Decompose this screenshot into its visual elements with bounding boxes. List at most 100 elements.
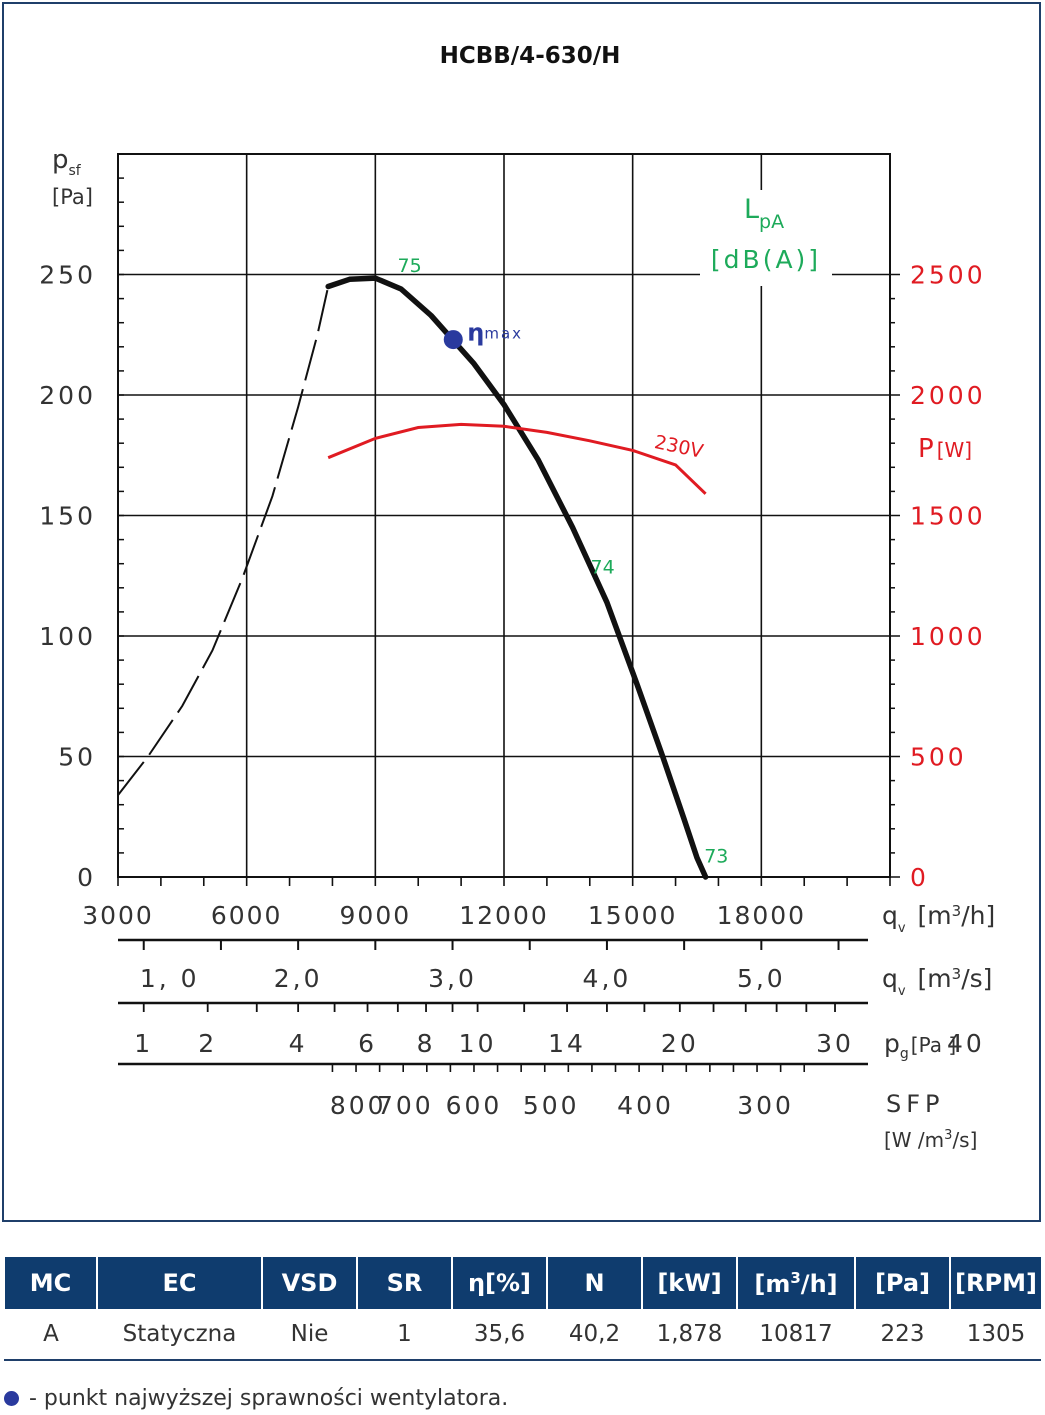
x-tick-label-m3h: 15000 (588, 901, 678, 930)
x-tick-label-m3h: 3000 (82, 901, 154, 930)
cell-n: 40,2 (546, 1309, 642, 1361)
x-axis-label-sfp: SFP (886, 1090, 945, 1118)
y-tick-label: 250 (39, 261, 96, 290)
efficiency-max-label-sub: max (484, 325, 523, 343)
x-tick-label-sfp: 500 (523, 1091, 580, 1120)
x-tick-label-pg: 1 (134, 1029, 153, 1058)
noise-label-sub: pA (759, 211, 784, 233)
noise-annotation: 75 (398, 255, 422, 277)
y-axis-label-main: p (52, 145, 69, 175)
x-tick-label-m3s: 4,0 (583, 964, 632, 993)
x-axis-label-m3s-main: q (882, 964, 898, 993)
power-tick-label: 0 (910, 863, 929, 892)
noise-label: LpA (744, 194, 784, 233)
y-tick-label: 100 (39, 622, 96, 651)
x-tick-label-sfp: 700 (377, 1091, 434, 1120)
x-axis-label-pg-sub: g (900, 1046, 909, 1062)
y-tick-label: 200 (39, 381, 96, 410)
header-m3h-post: /h] (800, 1269, 838, 1298)
x-tick-label-m3h: 9000 (340, 901, 412, 930)
x-axis-unit-sfp-post: /s] (952, 1128, 977, 1152)
power-tick-label: 1000 (910, 622, 986, 651)
x-axis-unit-sfp-pre: [W /m (884, 1128, 944, 1152)
x-axis-label-m3h: qv [m3/h] (882, 901, 995, 936)
header-mc: MC (5, 1257, 97, 1309)
x-axis-label-m3h-unit: [m (910, 901, 952, 930)
header-sr: SR (356, 1257, 452, 1309)
x-axis-label-m3s-unit: [m (910, 964, 952, 993)
cell-ec: Statyczna (96, 1309, 262, 1361)
noise-annotation: 73 (704, 846, 728, 868)
table-row: A Statyczna Nie 1 35,6 40,2 1,878 10817 … (4, 1309, 1041, 1361)
x-axis-label-m3s-post: /s] (961, 964, 992, 993)
cell-m3h: 10817 (736, 1309, 855, 1361)
x-axis-label-pg: pg [Pa ] (884, 1029, 956, 1062)
x-tick-label-sfp: 400 (617, 1091, 674, 1120)
x-axis-label-m3h-sup: 3 (952, 902, 962, 920)
x-tick-label-m3s: 3,0 (428, 964, 477, 993)
x-tick-label-sfp: 300 (737, 1091, 794, 1120)
y-tick-label: 0 (77, 863, 96, 892)
x-tick-label-sfp: 600 (446, 1091, 503, 1120)
noise-annotation: 74 (591, 556, 615, 578)
x-tick-label-pg: 4 (289, 1029, 308, 1058)
cell-rpm: 1305 (949, 1309, 1041, 1361)
x-tick-label-m3s: 2,0 (274, 964, 323, 993)
noise-label-main: L (744, 194, 759, 225)
header-m3h: [m3/h] (736, 1257, 855, 1309)
header-vsd: VSD (261, 1257, 357, 1309)
x-axis-label-m3h-main: q (882, 901, 898, 930)
x-tick-label-m3h: 18000 (717, 901, 807, 930)
x-tick-label-pg: 14 (548, 1029, 586, 1058)
x-tick-label-pg: 2 (198, 1029, 217, 1058)
header-m3h-pre: [m (754, 1269, 791, 1298)
header-kw: [kW] (641, 1257, 737, 1309)
x-tick-label-m3s: 1, 0 (140, 964, 200, 993)
x-tick-label-pg: 8 (417, 1029, 436, 1058)
power-tick-label: 500 (910, 743, 967, 772)
header-eta: η[%] (451, 1257, 547, 1309)
x-axis-label-m3h-post: /h] (961, 901, 995, 930)
x-tick-label-pg: 6 (358, 1029, 377, 1058)
power-tick-label: 1500 (910, 502, 986, 531)
header-ec: EC (96, 1257, 262, 1309)
efficiency-max-label: ηmax (467, 319, 523, 347)
chart-frame (2, 2, 1041, 1222)
table-header-row: MC EC VSD SR η[%] N [kW] [m3/h] [Pa] [RP… (5, 1257, 1041, 1309)
x-axis-unit-sfp: [W /m3/s] (884, 1128, 977, 1152)
x-tick-label-m3h: 12000 (459, 901, 549, 930)
power-tick-label: 2000 (910, 381, 986, 410)
cell-sr: 1 (356, 1309, 452, 1361)
power-axis-label-unit: [W] (937, 438, 972, 462)
x-axis-label-m3s: qv [m3/s] (882, 964, 992, 999)
power-curve-230v (327, 422, 707, 495)
noise-label-background (700, 190, 832, 286)
x-tick-label-pg: 30 (816, 1029, 854, 1058)
footnote-text: - punkt najwyższej sprawności wentylator… (29, 1386, 509, 1411)
x-tick-label-sfp: 800 (330, 1091, 387, 1120)
chart-title: HCBB/4-630/H (440, 43, 621, 69)
footnote: - punkt najwyższej sprawności wentylator… (4, 1386, 508, 1411)
x-tick-label-pg: 20 (661, 1029, 699, 1058)
x-axis-label-pg-main: p (884, 1029, 900, 1058)
cell-kw: 1,878 (641, 1309, 737, 1361)
y-axis-unit: [Pa] (52, 185, 93, 209)
x-axis-label-m3s-sub: v (898, 984, 906, 999)
unstable-region-curve (117, 286, 330, 796)
efficiency-dot-icon (4, 1391, 19, 1406)
x-axis-label-m3s-sup: 3 (952, 965, 962, 983)
y-tick-label: 50 (58, 743, 96, 772)
x-axis-unit-sfp-sup: 3 (944, 1128, 952, 1143)
cell-mc: A (4, 1309, 97, 1361)
noise-label-unit: [dB(A)] (711, 245, 821, 274)
x-tick-label-pg: 40 (947, 1029, 985, 1058)
efficiency-max-point (443, 330, 463, 350)
power-tick-label: 2500 (910, 261, 986, 290)
x-axis-label-m3h-sub: v (898, 921, 906, 936)
cell-eta: 35,6 (451, 1309, 547, 1361)
x-tick-label-m3h: 6000 (211, 901, 283, 930)
y-axis-label-sub: sf (69, 163, 82, 179)
pressure-curve (325, 275, 709, 880)
spec-table: MC EC VSD SR η[%] N [kW] [m3/h] [Pa] [RP… (4, 1257, 1041, 1361)
